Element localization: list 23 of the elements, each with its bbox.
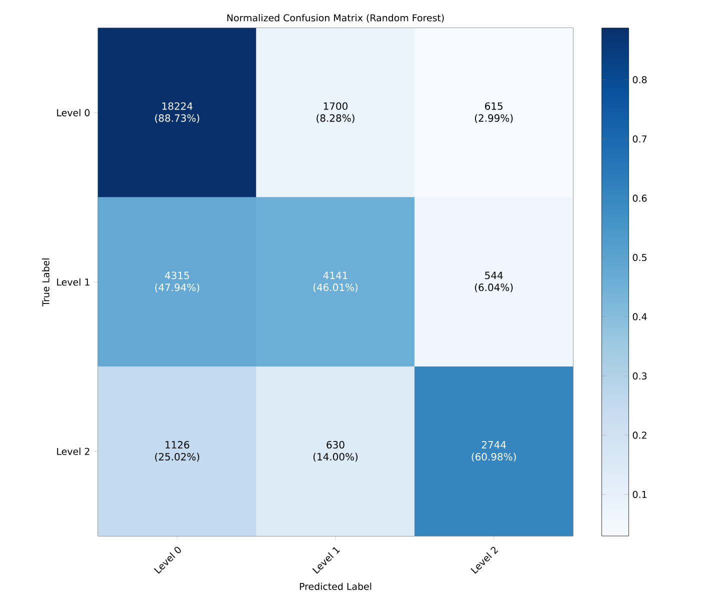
y-tick-label: Level 0 [57, 109, 90, 116]
color-bar-label: 0.6 [632, 194, 647, 202]
data-label: 544 (6.04%) [474, 272, 513, 292]
y-axis-title: True Label [42, 258, 50, 306]
data-label: 4315 (47.94%) [155, 272, 200, 292]
color-bar-label: 0.3 [632, 372, 647, 380]
data-label: 615 (2.99%) [474, 102, 513, 123]
y-tick-label: Level 1 [57, 278, 90, 286]
color-bar-label: 0.1 [632, 490, 646, 498]
chart-title: Normalized Confusion Matrix (Random Forest) [227, 14, 444, 23]
color-bar-label: 0.2 [632, 432, 646, 439]
data-label: 1700 (8.28%) [316, 102, 354, 123]
color-bar-label: 0.7 [632, 135, 646, 143]
data-label: 630 (14.00%) [313, 440, 358, 462]
data-label: 1126 (25.02%) [155, 440, 200, 462]
x-axis-title: Predicted Label [300, 582, 372, 590]
color-bar-label: 0.4 [632, 313, 647, 320]
data-label: 2744 (60.98%) [472, 440, 516, 462]
color-bar-label: 0.8 [632, 76, 647, 84]
data-label: 4141 (46.01%) [313, 272, 358, 292]
y-tick-label: Level 2 [57, 448, 90, 456]
color-bar-label: 0.5 [632, 254, 646, 262]
data-label: 18224 (88.73%) [155, 102, 200, 123]
